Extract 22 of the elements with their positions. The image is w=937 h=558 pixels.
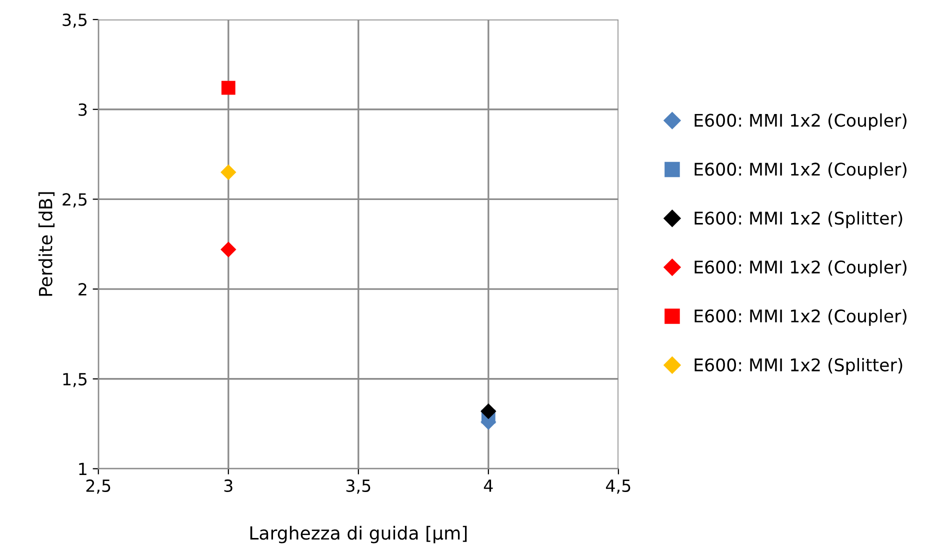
legend-label: E600: MMI 1x2 (Coupler) <box>694 260 906 277</box>
legend-label: E600: MMI 1x2 (Coupler) <box>694 162 906 180</box>
y-tick-label: 2 <box>78 283 86 296</box>
legend-label: E600: MMI 1x2 (Coupler) <box>694 309 906 326</box>
y-tick-label: 1,5 <box>63 373 87 388</box>
y-tick-label: 1 <box>79 462 86 476</box>
x-tick-label: 3,5 <box>346 479 370 494</box>
y-axis-title: Perdite [dB] <box>38 192 55 296</box>
point <box>220 164 236 180</box>
x-tick-label: 3 <box>224 479 232 492</box>
y-tick-label: 3,5 <box>62 13 87 28</box>
x-tick-label: 4 <box>484 480 493 492</box>
point <box>480 403 496 420</box>
x-axis-title: Larghezza di guida [µm] <box>250 526 467 544</box>
y-tick-label: 2,5 <box>62 193 87 208</box>
point <box>220 242 236 258</box>
legend-label: E600: MMI 1x2 (Coupler) <box>694 113 906 130</box>
point <box>221 80 236 95</box>
legend-label: E600: MMI 1x2 (Splitter) <box>694 358 902 375</box>
y-tick-label: 3 <box>78 103 87 116</box>
x-tick-label: 4,5 <box>606 480 630 494</box>
legend-label: E600: MMI 1x2 (Splitter) <box>694 211 902 228</box>
